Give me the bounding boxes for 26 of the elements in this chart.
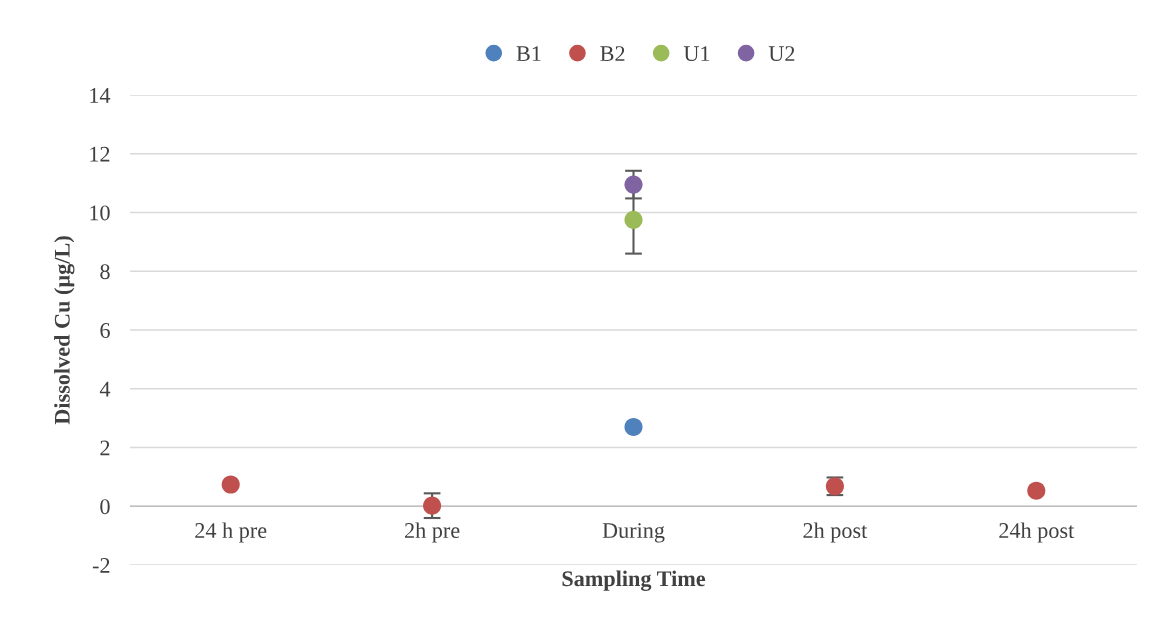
y-tick-label: 14 (90, 88, 111, 103)
y-tick-label: 0 (100, 499, 110, 515)
y-tick-label: 10 (90, 205, 110, 221)
y-tick-label: 12 (90, 146, 110, 162)
x-tick-label: 24h post (999, 522, 1075, 543)
legend-label: U1 (683, 46, 710, 62)
point (624, 417, 643, 436)
y-tick-label: 6 (100, 322, 110, 338)
point (624, 210, 643, 229)
legend-label: B1 (516, 46, 541, 61)
x-tick-label: 24 h pre (195, 522, 267, 543)
point (423, 496, 442, 515)
x-tick-label: 2h post (803, 522, 868, 543)
legend-label: U2 (768, 46, 795, 62)
point (624, 175, 643, 194)
point (1027, 481, 1046, 500)
y-axis-title: Dissolved Cu (µg/L) (54, 236, 75, 425)
x-axis-title: Sampling Time (562, 570, 706, 591)
y-tick-label: 8 (100, 264, 110, 280)
legend-label: B2 (600, 46, 625, 61)
x-tick-label: 2h pre (405, 522, 460, 543)
y-tick-label: -2 (92, 557, 110, 573)
y-tick-label: 2 (100, 440, 110, 456)
y-tick-label: 4 (99, 381, 111, 397)
point (221, 475, 240, 494)
x-tick-label: During (602, 523, 665, 543)
